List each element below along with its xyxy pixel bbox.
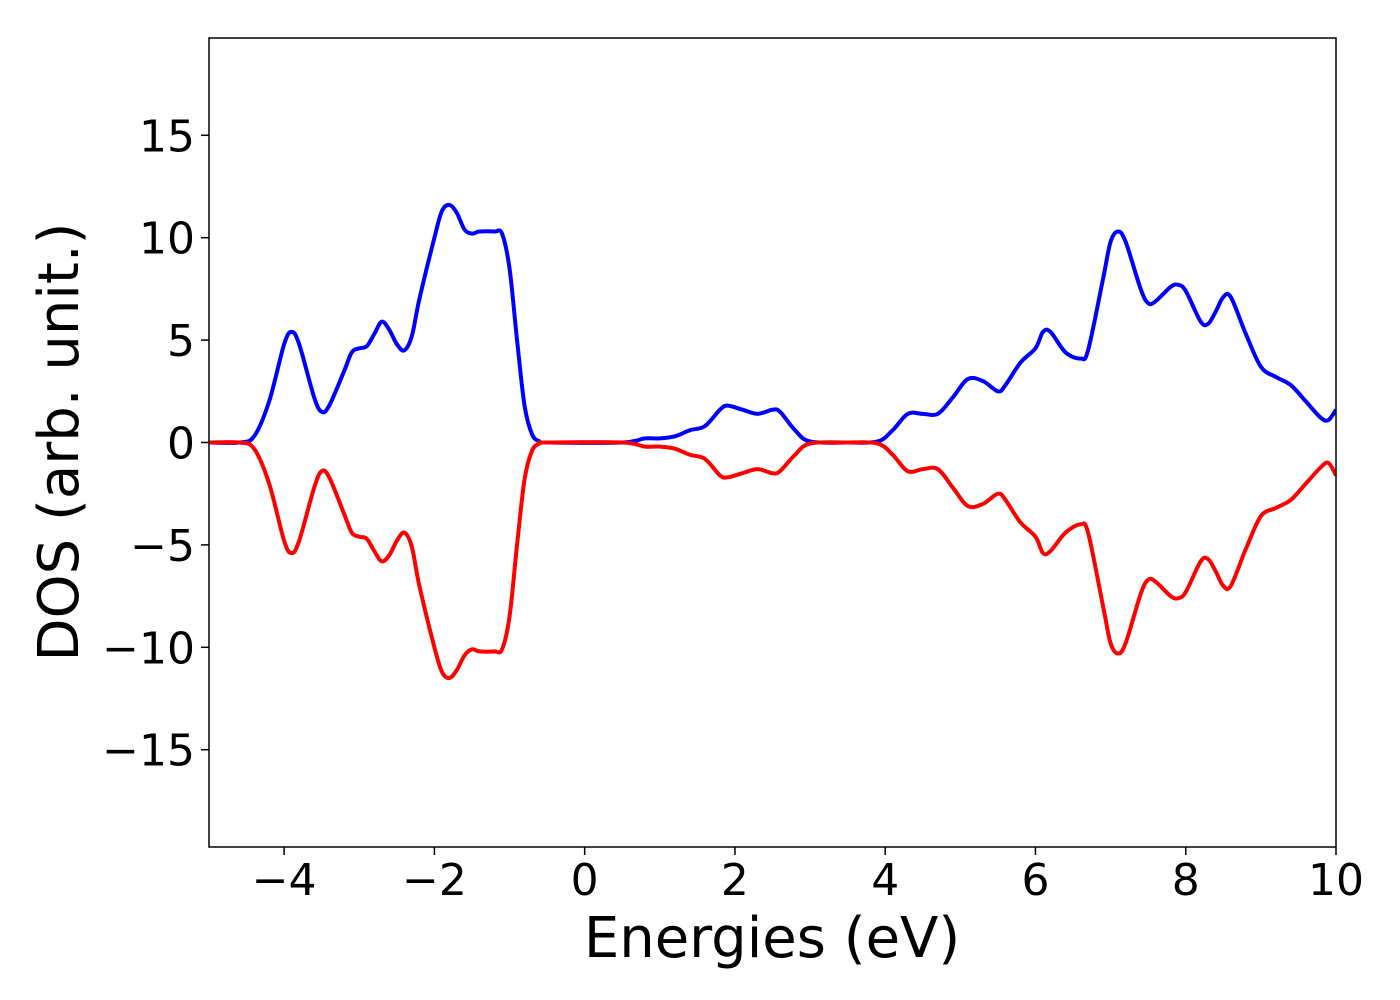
y-tick-label: −10 [102, 623, 195, 674]
y-tick-label: 10 [139, 214, 195, 265]
x-tick-label: −4 [252, 855, 317, 906]
y-tick-label: 5 [167, 316, 195, 367]
y-axis-label: DOS (arb. unit.) [27, 222, 92, 661]
y-tick-label: 0 [167, 419, 195, 470]
x-tick-label: 0 [571, 855, 599, 906]
x-tick-label: 8 [1172, 855, 1200, 906]
x-tick-label: 4 [871, 855, 899, 906]
x-tick-label: 10 [1308, 855, 1364, 906]
x-tick-label: 6 [1021, 855, 1049, 906]
x-axis-label: Energies (eV) [584, 906, 960, 971]
dos-line [209, 202, 1336, 445]
y-tick-label: 15 [139, 111, 195, 162]
x-tick-label: −2 [402, 855, 467, 906]
dos-line [209, 440, 1336, 681]
plot-frame [208, 37, 1337, 848]
y-tick-label: −15 [102, 726, 195, 777]
y-tick-label: −5 [130, 521, 195, 572]
x-tick-label: 2 [721, 855, 749, 906]
